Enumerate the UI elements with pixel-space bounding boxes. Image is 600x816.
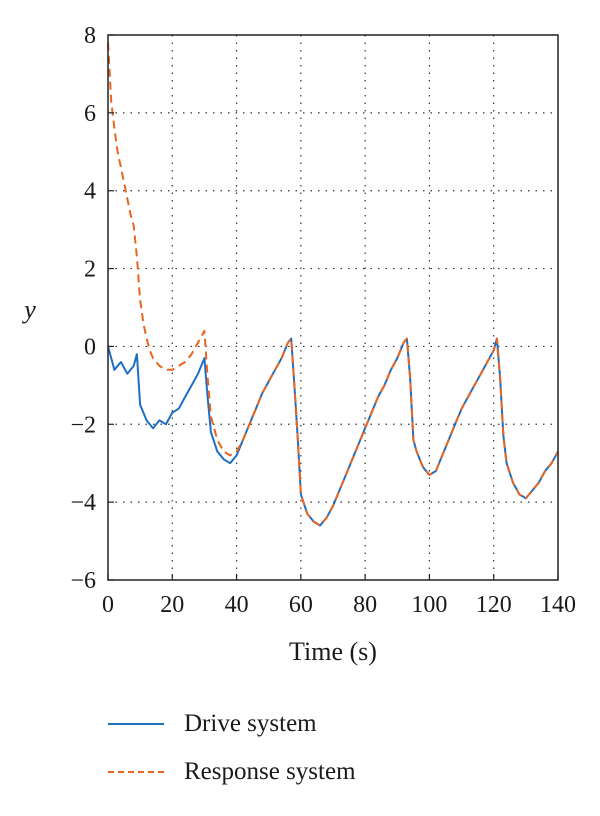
legend-swatch-drive-system [108, 723, 164, 725]
y-tick-label-3: 0 [84, 334, 96, 360]
legend-item-response-system: Response system [108, 748, 528, 796]
y-tick-label-0: −6 [70, 568, 96, 594]
x-tick-label-7: 140 [540, 592, 576, 618]
y-tick-label-1: −4 [70, 490, 96, 516]
grid-lines [108, 35, 558, 580]
y-tick-label-6: 6 [84, 101, 96, 127]
x-axis-ticks: 0 20 40 60 80 100 120 140 [102, 574, 576, 618]
x-tick-label-1: 20 [160, 592, 184, 618]
x-tick-label-4: 80 [353, 592, 377, 618]
y-tick-label-7: 8 [84, 23, 96, 49]
legend-swatch-response-system [108, 771, 164, 773]
y-tick-label-5: 4 [84, 179, 96, 205]
x-tick-label-2: 40 [225, 592, 249, 618]
x-tick-label-3: 60 [289, 592, 313, 618]
x-tick-label-0: 0 [102, 592, 114, 618]
legend: Drive system Response system [108, 700, 528, 796]
x-tick-label-5: 100 [411, 592, 447, 618]
series-line-response-system [107, 42, 559, 527]
x-tick-label-6: 120 [476, 592, 512, 618]
x-axis-title: Time (s) [289, 637, 377, 666]
series-line-drive-system [107, 337, 559, 527]
series-layer [107, 42, 559, 527]
y-tick-label-4: 2 [84, 257, 96, 283]
y-axis-title: y [21, 295, 36, 324]
plot-frame [107, 34, 559, 581]
legend-item-drive-system: Drive system [108, 700, 528, 748]
legend-label-response-system: Response system [184, 758, 356, 785]
y-axis-ticks: −6 −4 −2 0 2 4 6 8 [70, 23, 114, 594]
y-tick-label-2: −2 [70, 412, 96, 438]
legend-label-drive-system: Drive system [184, 710, 317, 737]
